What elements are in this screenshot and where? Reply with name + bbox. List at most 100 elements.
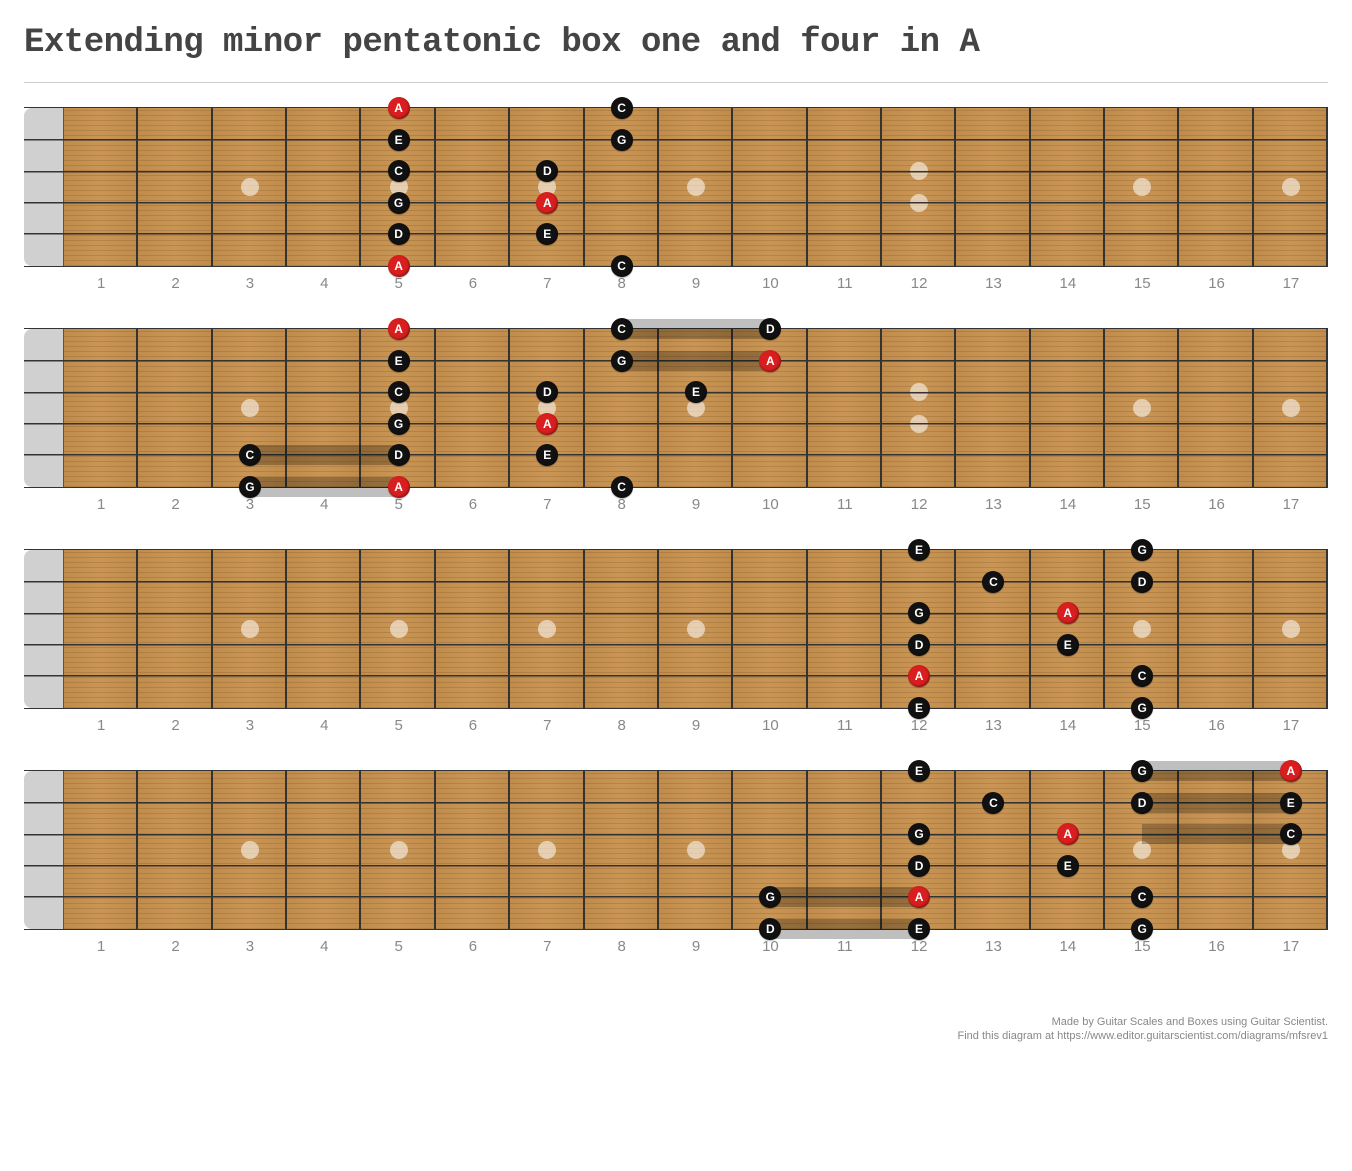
note: E [536, 223, 558, 245]
note: C [1280, 823, 1302, 845]
fret-number: 7 [510, 709, 584, 734]
inlay-dot [241, 620, 259, 638]
fret-number: 2 [138, 930, 212, 955]
fret-cell [287, 108, 361, 266]
divider [24, 82, 1328, 83]
note: D [388, 223, 410, 245]
fret-cell [882, 329, 956, 487]
inlay-dot [910, 383, 928, 401]
fret-cell [808, 329, 882, 487]
fretboard: CGAECGDADAECGCEDA12345678910111213141516… [24, 328, 1328, 513]
fret-cell [956, 108, 1030, 266]
fret-number: 16 [1179, 930, 1253, 955]
note: C [611, 476, 633, 498]
note: E [388, 350, 410, 372]
fret-number: 14 [1031, 930, 1105, 955]
fret-cell [956, 329, 1030, 487]
footer: Made by Guitar Scales and Boxes using Gu… [24, 1015, 1328, 1044]
fret-number: 1 [64, 488, 138, 513]
fret-cell [882, 108, 956, 266]
fret-number: 7 [510, 488, 584, 513]
fret-cell [138, 329, 212, 487]
fret-number: 10 [733, 267, 807, 292]
fret-number: 13 [956, 930, 1030, 955]
fret-number: 13 [956, 488, 1030, 513]
fret-number: 4 [287, 709, 361, 734]
fret-number: 10 [733, 709, 807, 734]
fret-cell [138, 108, 212, 266]
note: G [1131, 539, 1153, 561]
fret-cell [1179, 771, 1253, 929]
footer-credit: Made by Guitar Scales and Boxes using Gu… [24, 1015, 1328, 1029]
fret-number: 8 [585, 930, 659, 955]
note-root: A [908, 886, 930, 908]
note: G [239, 476, 261, 498]
fretboard: AECGDADAECGC1234567891011121314151617 [24, 107, 1328, 292]
note-root: A [388, 476, 410, 498]
fret-number: 3 [213, 709, 287, 734]
fret-cell [1179, 550, 1253, 708]
fret-number: 10 [733, 488, 807, 513]
page-title: Extending minor pentatonic box one and f… [24, 24, 1328, 62]
fret-cell [436, 329, 510, 487]
note: D [908, 855, 930, 877]
note: E [1280, 792, 1302, 814]
inlay-dot [538, 841, 556, 859]
fret-number: 9 [659, 930, 733, 955]
fret-number: 9 [659, 267, 733, 292]
note-root: A [388, 318, 410, 340]
note: E [908, 918, 930, 940]
inlay-dot [390, 841, 408, 859]
fret-number: 8 [585, 709, 659, 734]
fret-number: 14 [1031, 709, 1105, 734]
inlay-dot [910, 162, 928, 180]
note: D [1131, 792, 1153, 814]
note: C [239, 444, 261, 466]
fretboard-surface: AECGDADAECGC [24, 107, 1328, 267]
fretboard: GDEGDAECAEGDCGAEC12345678910111213141516… [24, 770, 1328, 955]
fretboard-surface: CGAECGDADAECGCEDA [24, 328, 1328, 488]
fret-cell [1031, 108, 1105, 266]
note: E [908, 697, 930, 719]
fret-number: 15 [1105, 267, 1179, 292]
note: C [1131, 886, 1153, 908]
inlay-dot [1133, 178, 1151, 196]
fret-cell [808, 550, 882, 708]
fret-number: 1 [64, 267, 138, 292]
inlay-dot [1133, 841, 1151, 859]
fret-number: 6 [436, 930, 510, 955]
fret-number: 17 [1254, 267, 1328, 292]
note: D [536, 381, 558, 403]
inlay-dot [241, 178, 259, 196]
note-root: A [1280, 760, 1302, 782]
fret-number: 14 [1031, 488, 1105, 513]
fret-number: 16 [1179, 709, 1253, 734]
fret-number: 1 [64, 930, 138, 955]
fret-number: 9 [659, 709, 733, 734]
note-root: A [536, 413, 558, 435]
fret-cell [138, 550, 212, 708]
fret-number: 6 [436, 488, 510, 513]
nut [24, 329, 64, 487]
note: E [536, 444, 558, 466]
note: C [611, 255, 633, 277]
fret-cell [436, 550, 510, 708]
note: D [1131, 571, 1153, 593]
note: G [611, 350, 633, 372]
inlay-dot [1282, 399, 1300, 417]
fret-number: 12 [882, 267, 956, 292]
fret-cell [733, 550, 807, 708]
fret-area: GDEGDAECAEGDCGAEC [64, 771, 1328, 929]
note: G [388, 413, 410, 435]
note: D [908, 634, 930, 656]
note: G [1131, 697, 1153, 719]
fret-number: 4 [287, 488, 361, 513]
fret-cell [287, 550, 361, 708]
fret-number: 13 [956, 709, 1030, 734]
fret-cell [1031, 550, 1105, 708]
fret-cell [585, 550, 659, 708]
fret-cell [1031, 771, 1105, 929]
inlay-dot [390, 620, 408, 638]
note: D [388, 444, 410, 466]
fret-cell [138, 771, 212, 929]
